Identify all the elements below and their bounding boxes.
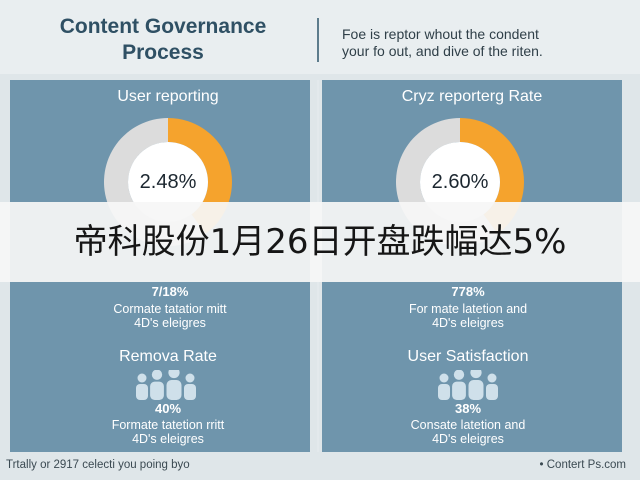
stat-desc-user-satisfaction: Consate latetion and 4D's eleigres (318, 418, 618, 446)
donut-value-label: 2.48% (139, 171, 197, 193)
person-icon (438, 373, 450, 400)
stat-desc-line-2: 4D's eleigres (132, 432, 204, 446)
footer-right-text: • Contert Ps.com (539, 459, 626, 471)
metric-title-reporting-rate: Cryz reporterg Rate (401, 88, 543, 105)
metric-title-removal-rate: Remova Rate (119, 348, 217, 365)
people-group-svg (438, 366, 498, 400)
stat-desc-line-2: 4D's eleigres (432, 316, 504, 330)
stat-value-user-reporting: 7/18% (151, 284, 189, 299)
title-line-2: Process (122, 41, 204, 64)
stat-desc-line-1: For mate latetion and (408, 302, 528, 316)
person-icon (452, 369, 466, 400)
person-icon (468, 366, 484, 400)
stat-desc-user-reporting: Cormate tatatior mitt 4D's eleigres (20, 302, 320, 330)
header: Content Governance Process Foe is reptor… (0, 0, 640, 74)
subtitle-line-2: your fo out, and dive of the riten. (342, 43, 543, 59)
person-icon (486, 373, 498, 400)
stat-desc-line-1: Formate tatetion rritt (111, 418, 225, 432)
news-banner: 帝科股份1月26日开盘跌幅达5% (0, 202, 640, 282)
metric-title-user-satisfaction: User Satisfaction (407, 348, 529, 365)
title-line-1: Content Governance (59, 15, 267, 38)
stat-desc-line-1: Cormate tatatior mitt (113, 302, 227, 316)
stat-value-user-satisfaction: 38% (454, 401, 482, 416)
footer-left-text: Trtally or 2917 celecti you poing byo (6, 459, 190, 471)
stat-desc-line-2: 4D's eleigres (432, 432, 504, 446)
metric-title-user-reporting: User reporting (117, 88, 219, 105)
person-icon (166, 366, 182, 400)
donut-value-label: 2.60% (431, 171, 489, 193)
stat-value-removal-rate: 40% (154, 401, 182, 416)
stat-value-reporting-rate: 778% (451, 284, 485, 299)
person-icon (184, 373, 196, 400)
page-title: Content Governance Process (18, 14, 308, 66)
page-subtitle: Foe is reptor whout the condent your fo … (342, 26, 632, 60)
person-icon (150, 369, 164, 400)
stat-desc-line-1: Consate latetion and (410, 418, 526, 432)
stat-desc-removal-rate: Formate tatetion rritt 4D's eleigres (18, 418, 318, 446)
people-group-icon (132, 366, 204, 405)
people-group-svg (136, 366, 196, 400)
header-divider (317, 18, 319, 62)
person-icon (136, 373, 148, 400)
stat-desc-line-2: 4D's eleigres (134, 316, 206, 330)
stat-desc-reporting-rate: For mate latetion and 4D's eleigres (318, 302, 618, 330)
people-group-icon (434, 366, 506, 405)
subtitle-line-1: Foe is reptor whout the condent (342, 26, 539, 42)
